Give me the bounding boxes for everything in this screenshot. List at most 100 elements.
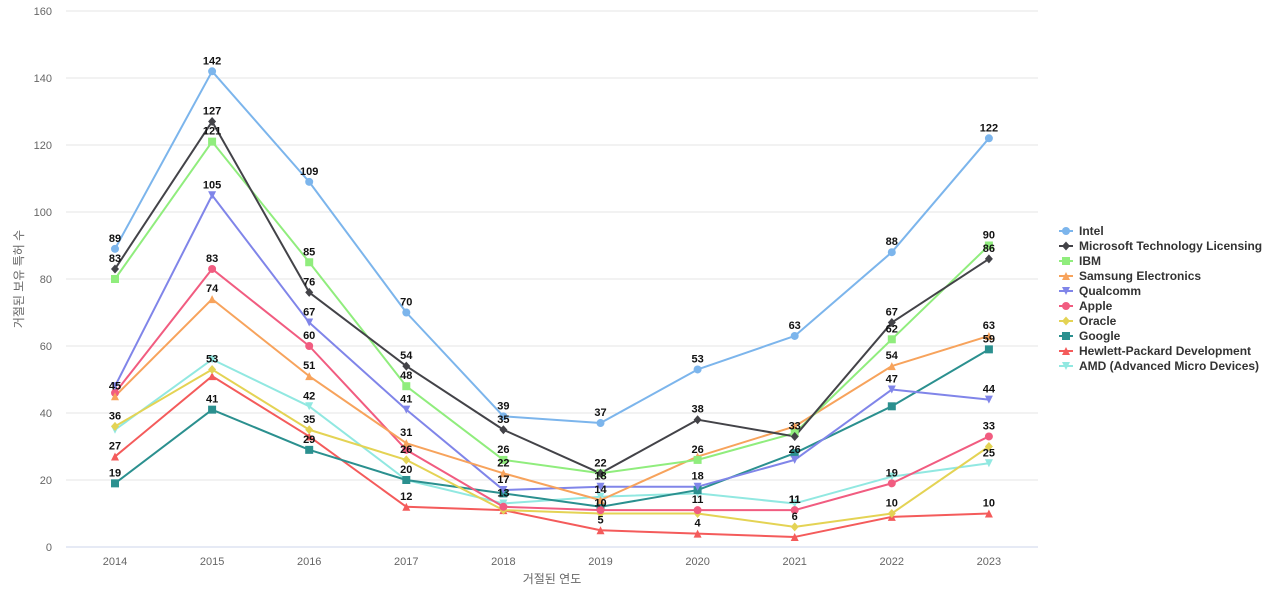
series-line <box>114 375 989 538</box>
x-tick-label: 2019 <box>588 556 612 568</box>
legend-label: Hewlett-Packard Development <box>1079 344 1251 358</box>
data-point <box>208 137 217 146</box>
series-line <box>114 140 990 475</box>
series-line <box>114 267 990 512</box>
data-point <box>305 342 314 350</box>
data-label: 67 <box>303 307 315 319</box>
data-label: 27 <box>109 441 121 453</box>
data-label: 26 <box>789 444 801 456</box>
legend-marker <box>1062 241 1070 251</box>
data-label: 12 <box>400 491 412 503</box>
data-label: 20 <box>400 464 412 476</box>
legend-marker <box>1062 362 1070 370</box>
data-label: 36 <box>109 410 121 422</box>
x-tick-label: 2014 <box>103 556 127 568</box>
data-point <box>208 117 217 127</box>
legend-item[interactable]: Samsung Electronics <box>1059 269 1201 283</box>
data-point <box>499 412 508 421</box>
data-point <box>305 445 314 454</box>
y-tick-label: 0 <box>46 542 52 554</box>
legend-item[interactable]: Google <box>1059 329 1121 343</box>
data-point <box>887 472 896 481</box>
legend-item[interactable]: Hewlett-Packard Development <box>1059 344 1251 358</box>
data-point <box>111 275 119 283</box>
legend-item[interactable]: IBM <box>1059 254 1101 268</box>
data-point <box>596 482 605 491</box>
data-point <box>111 264 119 274</box>
data-point <box>305 372 314 381</box>
legend-marker <box>1062 257 1070 265</box>
legend-marker <box>1062 347 1070 355</box>
x-tick-label: 2015 <box>200 556 224 568</box>
legend-marker <box>1062 272 1070 280</box>
data-point <box>693 529 702 538</box>
data-point <box>984 459 993 468</box>
data-point <box>402 439 411 448</box>
legend-item[interactable]: Microsoft Technology Licensing <box>1059 239 1262 253</box>
data-label: 42 <box>303 390 315 402</box>
data-labels: 8914210970393753638812283127765435223833… <box>109 55 998 529</box>
data-point <box>402 382 411 391</box>
legend-item[interactable]: Oracle <box>1059 314 1117 328</box>
data-label: 25 <box>983 447 995 459</box>
data-label: 31 <box>400 427 412 439</box>
data-point <box>887 335 896 344</box>
data-point <box>111 244 119 253</box>
data-point <box>790 331 799 340</box>
data-label: 10 <box>886 498 898 510</box>
x-tick-label: 2022 <box>880 556 904 568</box>
legend-item[interactable]: Qualcomm <box>1059 284 1141 298</box>
data-point <box>984 442 993 451</box>
legend-label: AMD (Advanced Micro Devices) <box>1079 359 1259 373</box>
data-point <box>402 445 411 454</box>
data-point <box>499 502 508 511</box>
legend-marker <box>1062 302 1070 310</box>
y-tick-label: 160 <box>34 6 52 18</box>
legend-item[interactable]: AMD (Advanced Micro Devices) <box>1059 359 1259 373</box>
data-point <box>111 479 119 488</box>
data-point <box>790 431 799 441</box>
data-point <box>499 486 508 495</box>
legend-label: Google <box>1079 329 1121 343</box>
data-label: 53 <box>206 353 218 365</box>
data-point <box>693 365 702 374</box>
series-line <box>114 298 990 502</box>
data-label: 14 <box>594 484 607 496</box>
data-label: 109 <box>300 166 318 178</box>
data-label: 142 <box>203 55 221 67</box>
y-axis-ticks: 0 20 40 60 80 100 120 140 160 <box>34 6 52 554</box>
data-label: 4 <box>695 518 702 530</box>
data-point <box>693 415 702 425</box>
data-label: 62 <box>886 323 898 335</box>
legend-marker <box>1062 287 1070 295</box>
data-label: 26 <box>497 444 509 456</box>
series-line <box>114 70 990 425</box>
grid-lines <box>66 10 1038 481</box>
series-line <box>114 358 990 505</box>
series-markers <box>111 67 993 541</box>
data-label: 10 <box>594 498 606 510</box>
data-label: 54 <box>400 350 413 362</box>
data-label: 18 <box>594 471 606 483</box>
data-point <box>596 506 605 515</box>
data-label: 60 <box>303 330 315 342</box>
data-point <box>111 421 119 431</box>
data-label: 63 <box>983 320 995 332</box>
series-line <box>114 194 990 492</box>
data-label: 37 <box>594 407 606 419</box>
data-point <box>790 422 799 431</box>
data-label: 127 <box>203 106 221 118</box>
x-axis-ticks: 2014 2015 2016 2017 2018 2019 2020 2021 2022 2023 <box>103 556 1001 568</box>
data-label: 121 <box>203 126 221 138</box>
data-point <box>402 405 411 414</box>
legend-item[interactable]: Intel <box>1059 224 1104 238</box>
data-point <box>499 455 508 464</box>
legend-item[interactable]: Apple <box>1059 299 1113 313</box>
data-label: 13 <box>497 487 509 499</box>
y-tick-label: 40 <box>40 408 52 420</box>
data-point <box>208 355 217 364</box>
data-label: 10 <box>983 498 995 510</box>
data-label: 19 <box>886 467 898 479</box>
